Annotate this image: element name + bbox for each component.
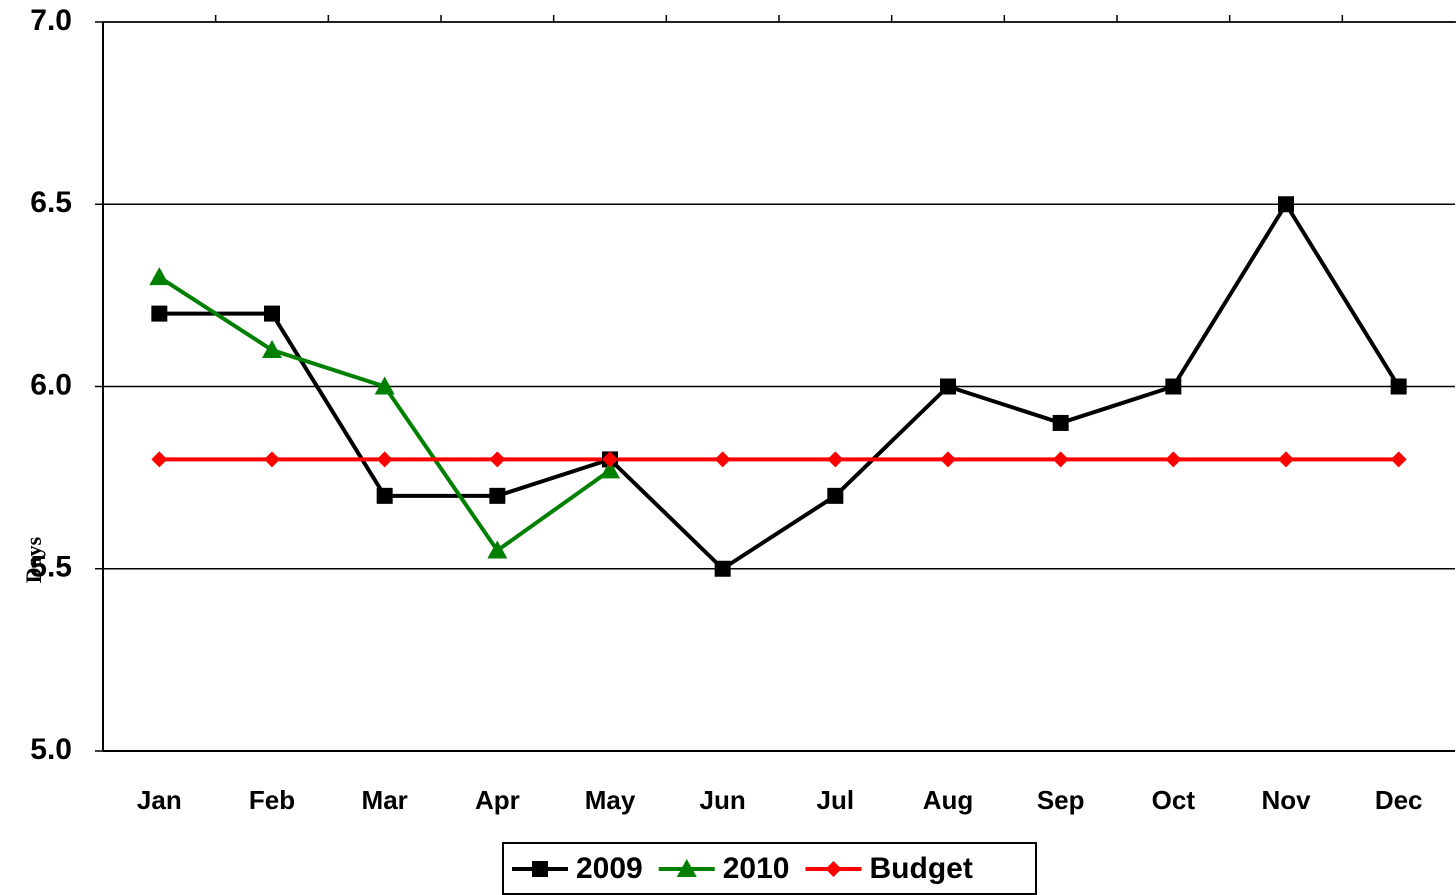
x-tick-label: Apr: [475, 785, 520, 815]
data-point: [1390, 378, 1407, 395]
series-line: [159, 202, 1401, 571]
x-tick-label: Jun: [700, 785, 746, 815]
x-tick-label: Dec: [1375, 785, 1423, 815]
data-point: [376, 487, 393, 504]
data-point: [487, 540, 508, 559]
data-point: [602, 451, 618, 468]
data-point: [940, 451, 956, 468]
legend-marker: [532, 861, 548, 877]
y-axis-label: Days: [21, 536, 46, 583]
x-tick-label: Nov: [1261, 785, 1311, 815]
data-point: [264, 451, 280, 468]
series-line: [158, 275, 612, 553]
data-point: [714, 451, 731, 468]
y-tick-label: 6.5: [30, 186, 72, 219]
y-tick-label: 5.5: [30, 551, 72, 584]
data-point: [374, 376, 395, 395]
data-point: [1278, 451, 1294, 468]
data-point: [1390, 451, 1407, 468]
data-point: [1278, 196, 1294, 213]
data-point: [149, 267, 170, 286]
x-tick-label: Jan: [137, 785, 182, 815]
data-point: [376, 451, 393, 468]
x-tick-label: Aug: [923, 785, 974, 815]
data-point: [714, 560, 731, 577]
x-tick-label: Mar: [362, 785, 408, 815]
data-point: [489, 451, 506, 468]
data-point: [1165, 378, 1182, 395]
legend: 2009 2010 Budget: [502, 842, 1037, 895]
y-tick-label: 6.0: [30, 368, 72, 401]
data-point: [940, 378, 956, 395]
x-tick-label: Oct: [1152, 785, 1196, 815]
x-tick-label: Jul: [817, 785, 855, 815]
legend-box: [502, 842, 1037, 895]
legend-label: Budget: [870, 852, 973, 885]
legend-marker: [676, 859, 697, 877]
data-point: [1165, 451, 1182, 468]
x-tick-label: Sep: [1037, 785, 1085, 815]
y-tick-label: 7.0: [30, 4, 72, 37]
data-point: [1052, 414, 1069, 431]
x-tick-label: May: [585, 785, 636, 815]
data-point: [827, 487, 844, 504]
data-point: [1052, 451, 1069, 468]
legend-marker: [825, 861, 842, 877]
data-point: [264, 305, 280, 322]
legend-label: 2010: [723, 852, 790, 885]
data-point: [827, 451, 844, 468]
legend-label: 2009: [576, 852, 643, 885]
data-point: [600, 460, 620, 479]
y-tick-label: 5.0: [30, 733, 72, 766]
data-point: [151, 305, 168, 322]
data-point: [489, 487, 506, 504]
data-point: [151, 451, 168, 468]
data-point: [262, 340, 282, 359]
x-tick-label: Feb: [249, 785, 295, 815]
